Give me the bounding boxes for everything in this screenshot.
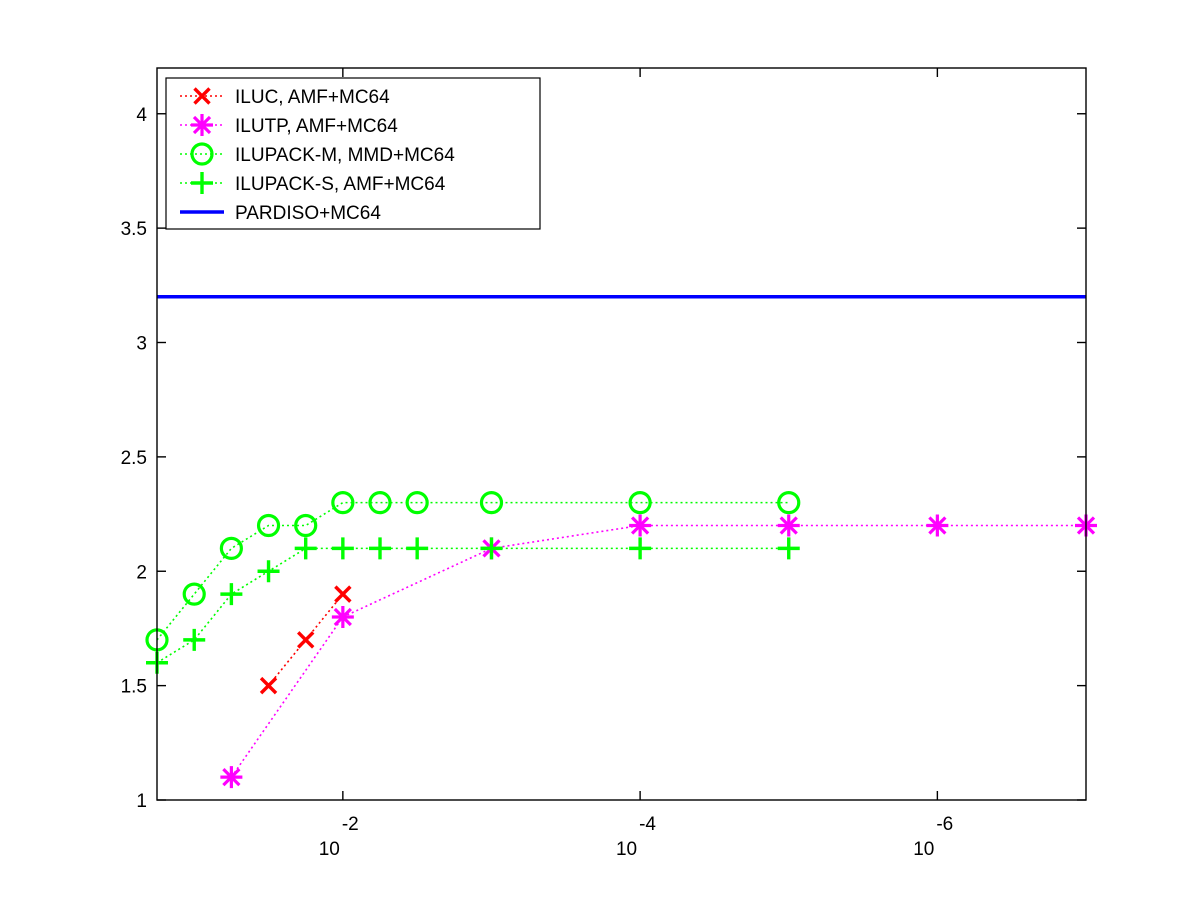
data-point [334,585,352,603]
data-point [628,491,652,515]
data-point [297,631,315,649]
data-point [219,536,243,560]
data-point [777,514,800,537]
x-tick-label-exponent: -4 [639,814,656,835]
data-point [259,676,278,695]
data-point [183,628,206,651]
y-tick-label: 2 [136,562,147,583]
x-tick-label-base: 10 [913,839,934,860]
legend-item: ILUC, AMF+MC64 [180,87,390,108]
x-tick-label-exponent: -6 [936,814,953,835]
data-point [331,606,354,628]
series-line [156,501,789,641]
legend: ILUC, AMF+MC64 ILUTP, AMF+MC64 ILUPACK-M, … [165,77,541,230]
data-point [777,491,801,515]
legend-item: ILUTP, AMF+MC64 [180,114,398,137]
y-tick-label: 3 [136,334,147,355]
series-0 [259,585,352,695]
data-point [294,537,317,560]
series-line [156,547,789,664]
legend-label: ILUPACK-M, MMD+MC64 [235,145,455,166]
y-tick-label: 1.5 [121,677,147,698]
legend-marker [191,172,213,194]
data-point [368,491,392,515]
x-tick-label-exponent: -2 [342,814,359,835]
data-point [331,491,355,515]
data-point [369,537,392,560]
y-tick-label: 2.5 [121,448,147,469]
legend-label: PARDISO+MC64 [235,203,381,224]
legend-label: ILUC, AMF+MC64 [235,87,390,108]
x-tick-label-base: 10 [319,839,340,860]
legend-marker [193,87,211,105]
data-point [629,537,652,560]
legend-box [165,77,541,230]
data-point [406,537,429,560]
data-point [777,537,800,560]
data-point [257,560,280,583]
x-tick-label-base: 10 [616,839,637,860]
data-point [182,582,206,606]
legend-marker [190,142,214,166]
series-1 [220,514,1097,789]
series-layer [145,295,1097,789]
data-point [480,537,503,560]
y-tick-label: 4 [136,105,147,126]
legend-item: ILUPACK-S, AMF+MC64 [180,172,446,195]
legend-label: ILUTP, AMF+MC64 [235,116,398,137]
data-point [479,491,504,515]
data-point [220,583,243,606]
data-point [220,766,243,789]
axes-frame [156,67,1087,801]
data-point [331,537,354,560]
y-tick-label: 1 [136,791,147,812]
y-tick-label: 3.5 [121,219,147,240]
data-point [294,513,318,538]
legend-item: ILUPACK-M, MMD+MC64 [180,142,455,166]
legend-marker [191,114,213,136]
series-2 [145,491,801,652]
data-point [256,513,281,538]
data-point [926,514,949,537]
data-point [405,491,429,515]
legend-item: PARDISO+MC64 [180,203,381,224]
data-point [629,514,652,537]
legend-label: ILUPACK-S, AMF+MC64 [235,174,446,195]
